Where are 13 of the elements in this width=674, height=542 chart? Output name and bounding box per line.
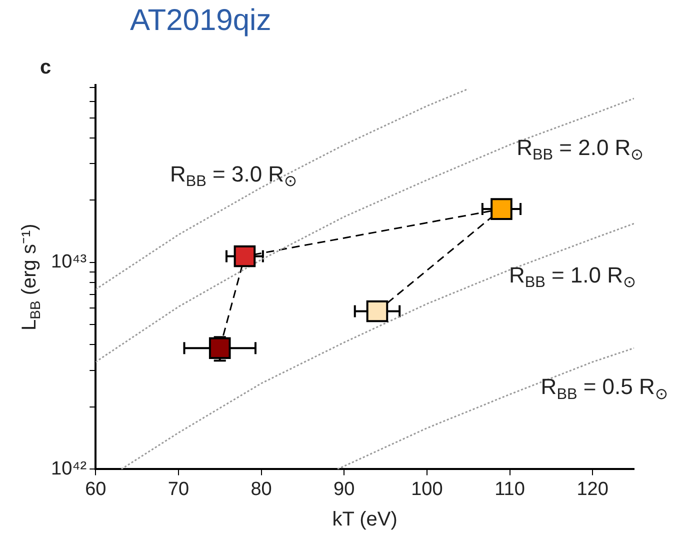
x-tick-label: 60: [85, 478, 106, 500]
x-tick-label: 90: [334, 478, 355, 500]
x-tick-label: 80: [250, 478, 272, 500]
y-tick-label: 10⁴³: [51, 252, 87, 273]
x-axis-title: kT (eV): [332, 508, 398, 531]
chart-title: AT2019qiz: [130, 4, 272, 38]
x-tick-label: 100: [411, 478, 443, 500]
y-axis-title: LBB (erg s⁻¹): [18, 224, 43, 330]
x-tick-label: 120: [576, 478, 608, 500]
y-tick-label: 10⁴²: [51, 458, 87, 480]
x-tick-label: 110: [494, 478, 525, 500]
text: c: [40, 56, 52, 79]
x-tick-label: 70: [168, 478, 190, 500]
